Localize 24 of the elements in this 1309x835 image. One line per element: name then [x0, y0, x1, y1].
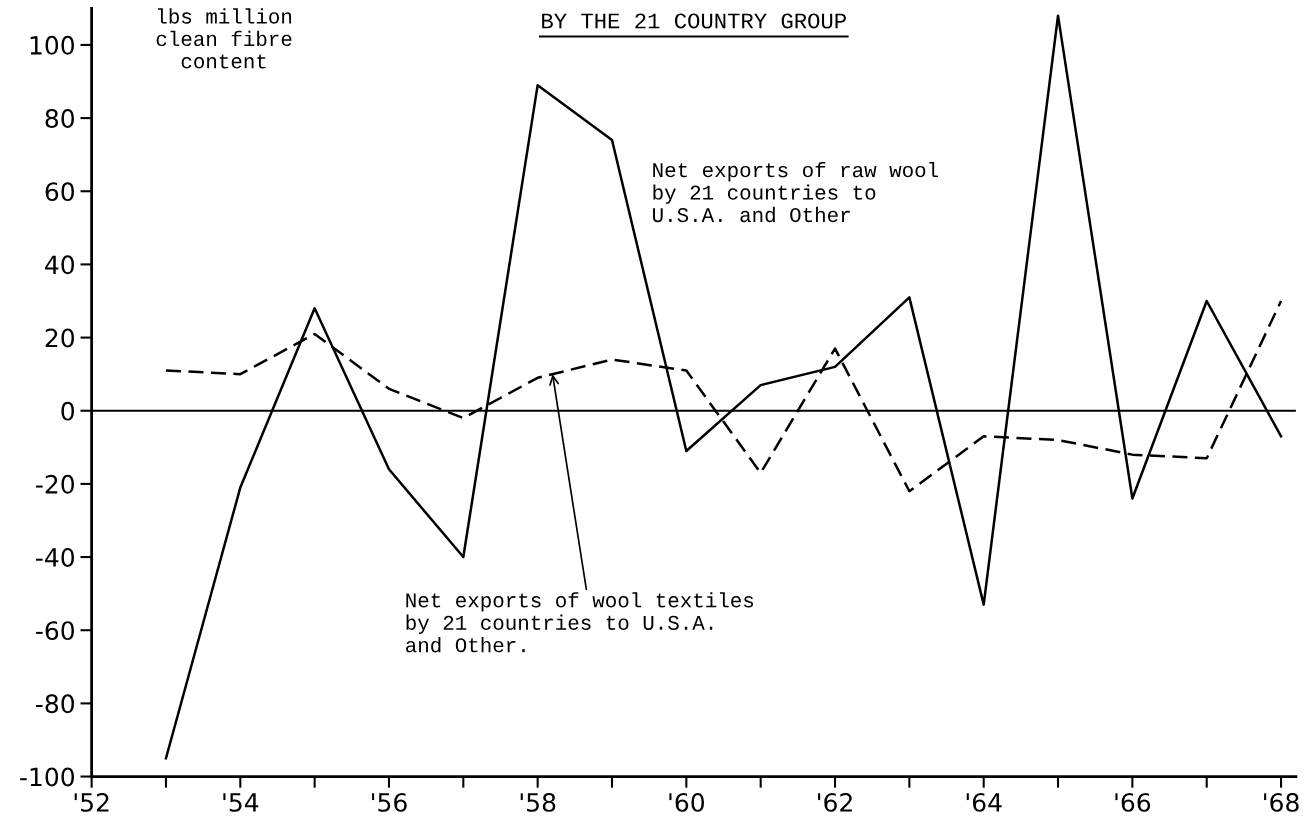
y-tick-label: 20 — [45, 328, 74, 348]
chart-title: BY THE 21 COUNTRY GROUP — [542, 13, 846, 29]
y-tick-label: 0 — [61, 401, 74, 421]
x-tick-label: '52 — [74, 792, 109, 812]
y-tick-label: 40 — [45, 255, 74, 275]
y-tick-label: 80 — [45, 109, 74, 128]
x-tick-label: '66 — [1115, 792, 1151, 812]
y-tick-label: 60 — [45, 182, 74, 202]
x-tick-label: '60 — [669, 792, 705, 812]
y-tick-label: -100 — [20, 767, 74, 787]
text: Net exports of wool textiles by 21 countries to U.S.A. and Other. — [406, 592, 754, 653]
series-label: Net exports of raw wool by 21 countries to U.S.A. and Other — [653, 161, 939, 223]
x-tick-label: '62 — [818, 792, 852, 812]
x-tick-label: '68 — [1264, 792, 1299, 812]
x-tick-label: '56 — [372, 792, 407, 812]
y-tick-label: -80 — [36, 694, 74, 714]
y-tick-label: -40 — [36, 548, 74, 567]
y-tick-label: -60 — [36, 621, 74, 641]
annotation: lbs million clean fibre content — [156, 8, 292, 69]
x-tick-label: '64 — [966, 792, 1002, 812]
x-tick-label: '58 — [520, 792, 556, 812]
y-tick-label: -20 — [36, 474, 74, 494]
y-tick-label: 100 — [30, 35, 74, 55]
x-tick-label: '54 — [223, 793, 259, 812]
